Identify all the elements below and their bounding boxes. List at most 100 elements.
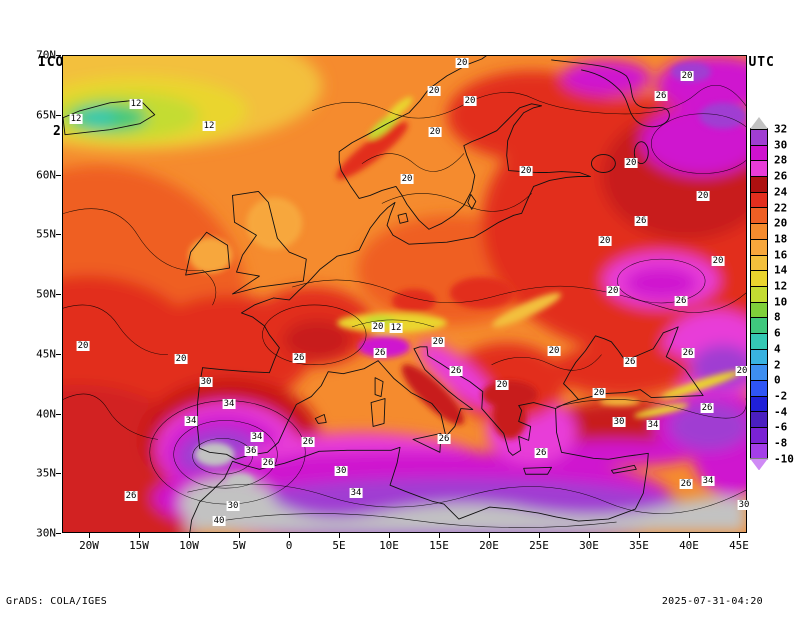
x-tick-mark	[189, 533, 190, 538]
colorbar-tick-label: -4	[774, 405, 788, 419]
colorbar-tick-label: -10	[774, 452, 794, 466]
y-tick-mark	[56, 473, 61, 475]
colorbar-segment	[750, 395, 768, 412]
contour-label: 20	[547, 346, 561, 356]
contour-label: 26	[292, 353, 306, 363]
contour-label: 34	[349, 488, 363, 498]
colorbar-tick-label: 26	[774, 169, 788, 183]
colorbar-segment	[750, 117, 768, 129]
contour-label: 20	[76, 341, 90, 351]
y-tick-label: 70N	[36, 48, 56, 62]
colorbar-segment	[750, 285, 768, 302]
y-tick-mark	[56, 174, 61, 176]
colorbar-segment	[750, 254, 768, 271]
colorbar-segment	[750, 129, 768, 145]
y-tick-label: 35N	[36, 466, 56, 480]
colorbar: 32 30 28 26 24 22 20 18 16 14 12 10 8 6 4 2 0 -2 -4 -6 -8 -10	[750, 117, 794, 471]
colorbar-tick-label: 12	[774, 279, 788, 293]
contour-label: 26	[373, 348, 387, 358]
temperature-map	[63, 56, 746, 532]
contour-label: 20	[400, 174, 414, 184]
x-tick-mark	[739, 533, 740, 538]
colorbar-tick-label: 30	[774, 138, 788, 152]
x-tick-mark	[489, 533, 490, 538]
creation-timestamp: 2025-07-31-04:20	[661, 596, 763, 607]
x-tick-label: 15W	[129, 539, 149, 552]
colorbar-segment	[750, 442, 768, 459]
contour-label: 20	[431, 337, 445, 347]
y-tick-label: 65N	[36, 108, 56, 122]
x-tick-label: 5W	[232, 539, 246, 552]
x-tick-mark	[289, 533, 290, 538]
x-tick-mark	[389, 533, 390, 538]
y-tick-label: 55N	[36, 227, 56, 241]
colorbar-segment	[750, 223, 768, 239]
colorbar-segment	[750, 380, 768, 396]
x-tick-label: 10W	[179, 539, 199, 552]
colorbar-segment	[750, 176, 768, 192]
contour-label: 20	[455, 58, 469, 68]
contour-label: 36	[244, 446, 258, 456]
contour-label: 12	[389, 323, 403, 333]
x-tick-mark	[539, 533, 540, 538]
contour-label: 26	[681, 348, 695, 358]
contour-label: 20	[606, 286, 620, 296]
colorbar-tick-label: 20	[774, 216, 788, 230]
colorbar-tick-label: 24	[774, 185, 788, 199]
colorbar-tick-label: 28	[774, 153, 788, 167]
contour-label: 26	[124, 491, 138, 501]
colorbar-segment	[750, 160, 768, 177]
contour-label: 26	[449, 366, 463, 376]
y-tick-mark	[56, 55, 61, 56]
y-tick-label: 40N	[36, 407, 56, 420]
contour-label: 26	[437, 434, 451, 444]
contour-label: 26	[301, 437, 315, 447]
y-tick-mark	[56, 294, 61, 295]
colorbar-tick-label: 16	[774, 248, 788, 262]
colorbar-tick-label: 2	[774, 358, 781, 371]
x-tick-mark	[239, 533, 240, 538]
contour-label: 34	[222, 399, 236, 409]
colorbar-segment	[750, 144, 768, 161]
colorbar-segment	[750, 427, 768, 443]
contour-label: 20	[428, 127, 442, 137]
contour-label: 40	[212, 516, 226, 526]
y-tick-mark	[56, 234, 61, 236]
contour-label: 26	[261, 458, 275, 468]
contour-label: 26	[634, 216, 648, 226]
y-tick-label: 60N	[36, 168, 56, 181]
colorbar-tick-label: 22	[774, 201, 788, 214]
contour-label: 30	[612, 417, 626, 427]
contour-label: 30	[334, 466, 348, 476]
x-tick-label: 25E	[529, 539, 549, 552]
x-tick-label: 5E	[332, 539, 346, 552]
contour-label: 30	[226, 501, 240, 511]
colorbar-tick-label: 8	[774, 310, 781, 324]
y-tick-mark	[56, 413, 61, 415]
y-tick-label: 45N	[36, 347, 56, 361]
x-tick-label: 20E	[479, 539, 499, 552]
contour-label: 20	[495, 380, 509, 390]
contour-label: 20	[427, 86, 441, 96]
colorbar-tick-label: 4	[774, 342, 781, 356]
x-tick-mark	[639, 533, 640, 538]
contour-label: 26	[534, 448, 548, 458]
contour-label: 20	[174, 354, 188, 364]
contour-label: 20	[735, 366, 749, 376]
x-tick-mark	[689, 533, 690, 538]
contour-label: 26	[623, 357, 637, 367]
contour-label: 26	[674, 296, 688, 306]
colorbar-segment	[750, 238, 768, 255]
contour-label: 20	[371, 322, 385, 332]
colorbar-tick-label: 14	[774, 263, 788, 277]
colorbar-segment	[750, 317, 768, 333]
contour-label-layer: 20 20 20 20 26 20 12 12 12 20 20 20 20 20 26 20 20 26 20 20…	[63, 56, 751, 532]
contour-label: 12	[129, 99, 143, 109]
colorbar-tick-label: 10	[774, 295, 788, 309]
y-tick-mark	[56, 114, 61, 116]
contour-label: 34	[646, 420, 660, 430]
x-tick-mark	[139, 533, 140, 538]
x-tick-mark	[439, 533, 440, 538]
colorbar-segment	[750, 332, 768, 349]
